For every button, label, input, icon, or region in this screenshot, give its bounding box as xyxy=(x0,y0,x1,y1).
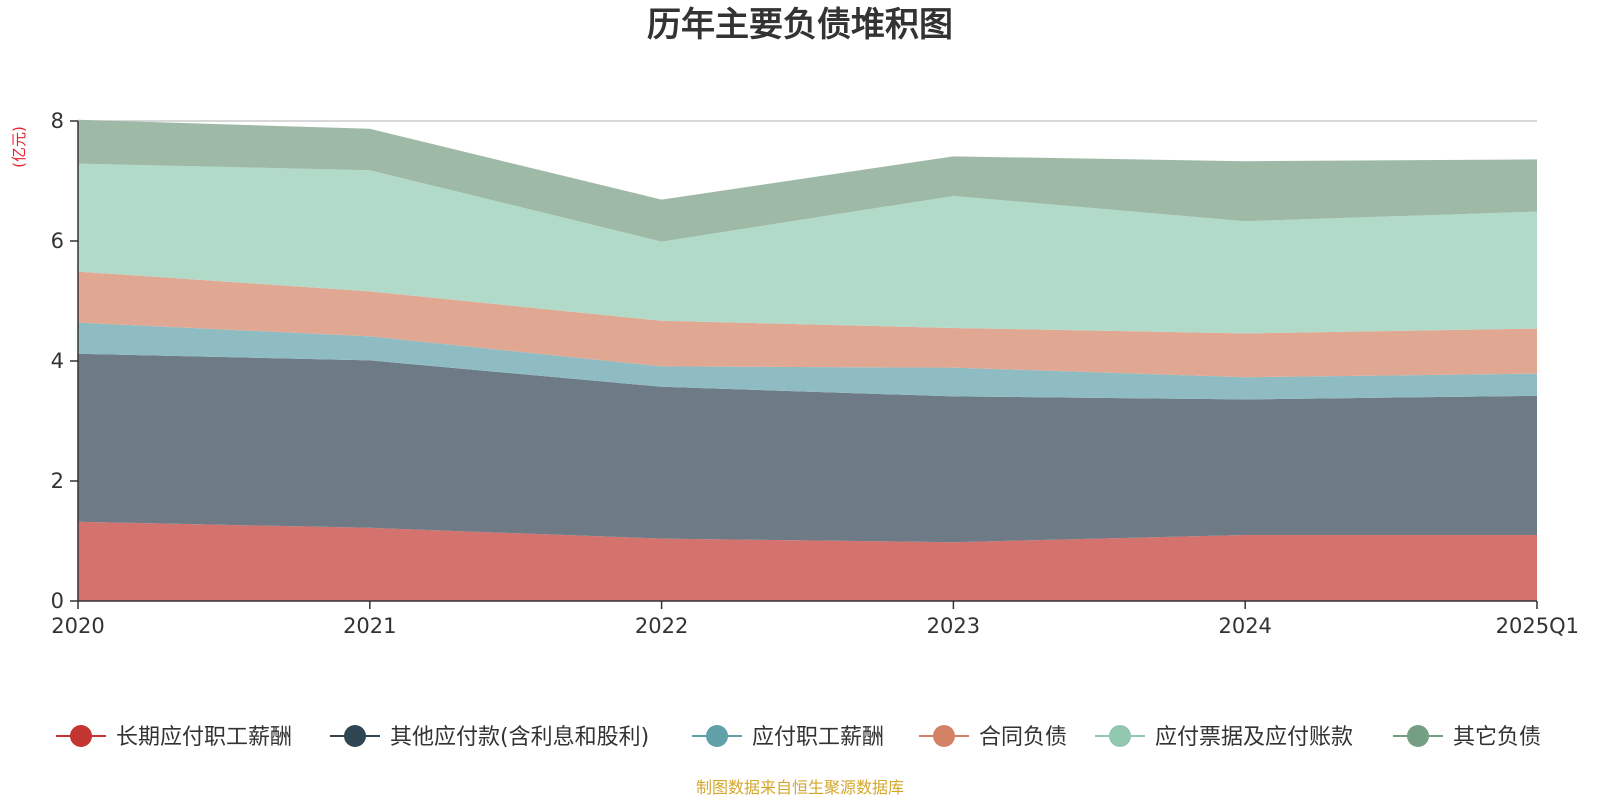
legend-dot-marker xyxy=(344,725,366,747)
legend-dot-marker xyxy=(70,725,92,747)
legend-item-0[interactable]: 长期应付职工薪酬 xyxy=(56,725,292,750)
legend-item-2[interactable]: 应付职工薪酬 xyxy=(692,725,884,750)
y-tick-label: 4 xyxy=(51,349,64,373)
area-series-1 xyxy=(78,353,1537,543)
legend-item-4[interactable]: 应付票据及应付账款 xyxy=(1095,725,1353,750)
area-series-4 xyxy=(78,163,1537,334)
area-layer xyxy=(78,119,1537,601)
legend-dot-marker xyxy=(1407,725,1429,747)
area-series-5 xyxy=(78,119,1537,242)
y-tick-label: 6 xyxy=(51,229,64,253)
axis-layer: 0 2 4 6 8 2020 2021 2022 2023 2024 2025Q1 xyxy=(51,109,1579,638)
legend-label: 应付票据及应付账款 xyxy=(1155,725,1353,750)
legend-dot-marker xyxy=(933,725,955,747)
legend-dot-marker xyxy=(706,725,728,747)
legend-label: 合同负债 xyxy=(979,725,1067,750)
x-tick-label: 2020 xyxy=(51,614,104,638)
x-tick-label: 2023 xyxy=(927,614,980,638)
legend-item-5[interactable]: 其它负债 xyxy=(1393,725,1541,750)
x-tick-label: 2024 xyxy=(1218,614,1271,638)
legend-dot-marker xyxy=(1109,725,1131,747)
area-series-0 xyxy=(78,521,1537,601)
source-note: 制图数据来自恒生聚源数据库 xyxy=(696,778,904,797)
y-tick-label: 2 xyxy=(51,469,64,493)
legend-item-1[interactable]: 其他应付款(含利息和股利) xyxy=(330,725,649,750)
x-tick-label: 2025Q1 xyxy=(1496,614,1579,638)
legend-label: 其它负债 xyxy=(1453,725,1541,750)
x-tick-label: 2021 xyxy=(343,614,396,638)
legend: 长期应付职工薪酬 其他应付款(含利息和股利) 应付职工薪酬 合同负债 应付票据及应付账款… xyxy=(56,725,1541,750)
legend-label: 长期应付职工薪酬 xyxy=(116,725,292,750)
y-tick-label: 8 xyxy=(51,109,64,133)
chart-title: 历年主要负债堆积图 xyxy=(647,5,953,45)
area-series-2 xyxy=(78,322,1537,400)
y-tick-label: 0 xyxy=(51,589,64,613)
legend-label: 应付职工薪酬 xyxy=(752,725,884,750)
legend-label: 其他应付款(含利息和股利) xyxy=(390,725,649,750)
legend-item-3[interactable]: 合同负债 xyxy=(919,725,1067,750)
area-series-3 xyxy=(78,271,1537,378)
x-tick-label: 2022 xyxy=(635,614,688,638)
y-axis-unit-label: (亿元) xyxy=(10,126,28,168)
